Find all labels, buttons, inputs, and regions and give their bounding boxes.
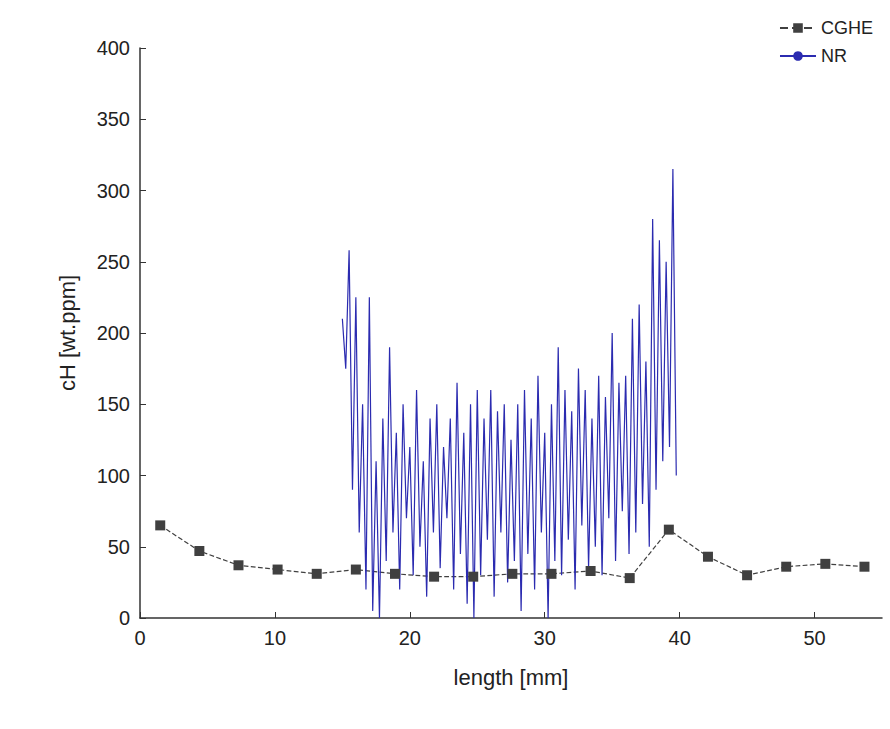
svg-text:NR: NR bbox=[821, 46, 847, 66]
svg-text:50: 50 bbox=[803, 627, 825, 649]
svg-text:50: 50 bbox=[108, 536, 130, 558]
svg-text:350: 350 bbox=[97, 108, 130, 130]
svg-text:300: 300 bbox=[97, 180, 130, 202]
svg-text:length [mm]: length [mm] bbox=[454, 665, 569, 690]
svg-text:cH [wt.ppm]: cH [wt.ppm] bbox=[55, 275, 80, 391]
svg-text:10: 10 bbox=[264, 627, 286, 649]
svg-text:0: 0 bbox=[134, 627, 145, 649]
svg-text:200: 200 bbox=[97, 322, 130, 344]
svg-text:0: 0 bbox=[119, 607, 130, 629]
svg-text:40: 40 bbox=[669, 627, 691, 649]
svg-text:CGHE: CGHE bbox=[821, 18, 873, 38]
svg-text:150: 150 bbox=[97, 393, 130, 415]
svg-text:20: 20 bbox=[399, 627, 421, 649]
svg-text:30: 30 bbox=[534, 627, 556, 649]
svg-text:250: 250 bbox=[97, 251, 130, 273]
svg-text:100: 100 bbox=[97, 465, 130, 487]
svg-text:400: 400 bbox=[97, 37, 130, 59]
